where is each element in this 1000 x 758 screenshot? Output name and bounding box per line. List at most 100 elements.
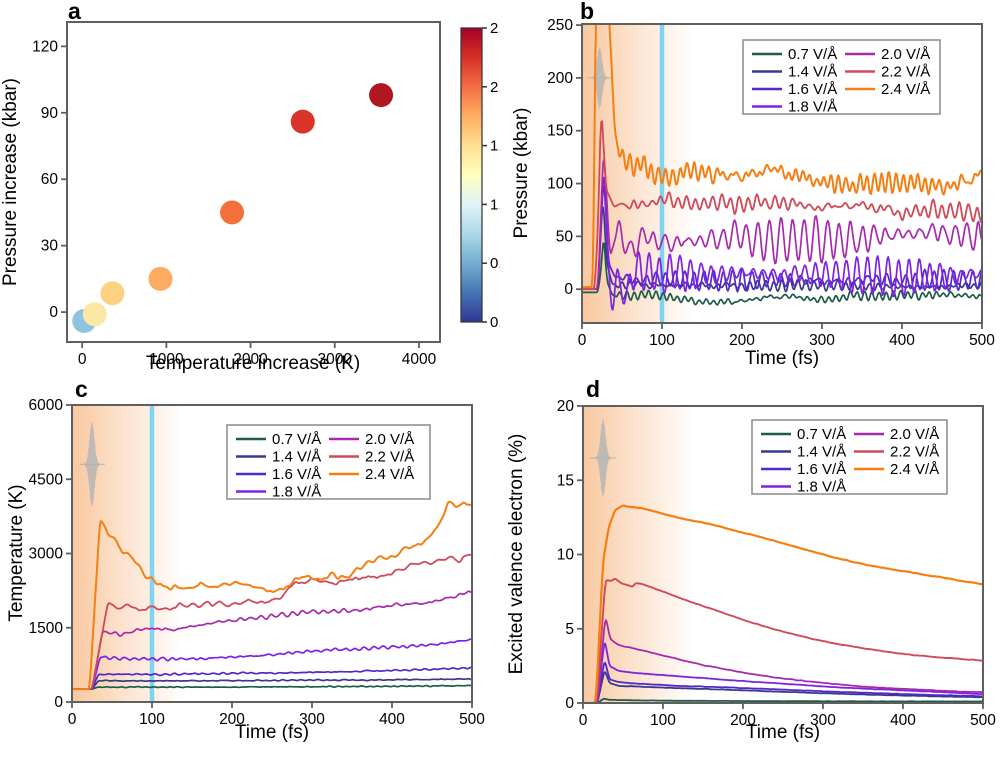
panel-a-scatter-chart: 0 1000 2000 3000 4000 0 30 60 90 120 Temperature i… [0,20,500,374]
y-tick-label: 15 [557,472,574,489]
legend-box [226,424,431,500]
x-axis-label: Time (fs) [235,722,309,743]
legend-label: 1.4 V/Å [797,444,846,461]
series-line-2.2 [582,120,982,291]
x-tick-label: 100 [649,332,675,349]
y-tick-label: 250 [547,17,573,34]
legend-label: 2.4 V/Å [890,461,939,478]
series-line-0.7 [72,684,472,690]
y-tick-label: 30 [41,238,59,255]
y-tick-label: 150 [547,123,573,140]
y-tick-label: 100 [547,176,573,193]
y-tick-label: 0 [49,304,58,321]
y-tick-label: 4500 [29,471,64,488]
x-tick-label: 0 [68,711,77,728]
y-tick-label: 10 [557,547,575,564]
x-tick-label: 0 [78,351,87,368]
x-tick-label: 500 [970,712,996,729]
colorbar-tick-label: 2.0 [490,79,500,96]
colorbar [460,27,483,323]
x-tick-label: 400 [889,332,915,349]
series-line-2.4 [72,500,472,691]
y-axis-label: Temperature (K) [6,484,27,621]
y-tick-label: 200 [547,70,573,87]
y-tick-label: 50 [556,228,574,245]
colorbar-tick-label: 1.0 [490,196,500,213]
x-tick-label: 3000 [318,351,353,368]
series-line-1.6 [583,661,983,703]
x-tick-label: 200 [730,712,756,729]
series-line-2.2 [72,553,472,690]
scatter-point-1.4VA [82,302,107,327]
y-tick-label: 120 [32,38,58,55]
x-tick-label: 300 [809,332,835,349]
legend-label: 2.4 V/Å [365,466,414,483]
legend-label: 0.7 V/Å [788,46,837,63]
x-tick-label: 500 [969,332,995,349]
panel-c-temperature-chart: 0 100 200 300 400 500 0 1500 3000 4500 6000 Time (f… [6,397,485,743]
y-tick-label: 6000 [29,397,64,414]
series-line-2.0 [582,158,982,291]
scatter-point-2VA [220,200,245,225]
series-line-2.4 [582,24,982,289]
x-tick-label: 1000 [149,351,184,368]
legend: 0.7 V/Å1.4 V/Å1.6 V/Å1.8 V/Å 2.0 V/Å2.2 V… [742,39,941,116]
legend: 0.7 V/Å1.4 V/Å1.6 V/Å1.8 V/Å 2.0 V/Å2.2 V… [226,424,431,501]
legend-label: 2.0 V/Å [881,46,930,63]
legend-label: 2.4 V/Å [881,81,930,98]
y-tick-label: 0 [565,695,574,712]
panel-letter-d: d [586,376,601,402]
y-tick-label: 0 [54,694,63,711]
y-tick-label: 0 [564,281,573,298]
x-tick-label: 500 [459,711,485,728]
x-tick-label: 100 [139,711,165,728]
x-tick-label: 200 [219,711,245,728]
series-line-1.8 [582,176,982,311]
legend-label: 1.4 V/Å [272,449,321,466]
y-tick-label: 1500 [29,620,64,637]
scatter-point-2.4VA [369,83,394,108]
x-tick-label: 300 [299,711,325,728]
legend-box [742,39,941,115]
series-line-1.8 [583,642,983,703]
plot-frame [581,23,983,324]
series-line-1.4 [583,671,983,703]
y-tick-label: 5 [565,621,574,638]
panel-letter-c: c [75,376,88,402]
panel-letter-b: b [580,0,595,24]
legend-box [751,419,948,495]
y-axis-label: Pressure increase (kbar) [0,78,21,286]
x-axis-label: Time (fs) [745,348,819,369]
y-tick-label: 60 [41,171,59,188]
legend-label: 1.6 V/Å [272,466,321,483]
panel-b-pressure-chart: 0 100 200 300 400 500 0 50 100 150 200 250 Time (fs)… [511,17,995,369]
x-tick-label: 2000 [233,351,268,368]
series-line-2.0 [583,619,983,703]
y-tick-label: 3000 [29,546,64,563]
colorbar-tick-label: 0.5 [490,255,500,272]
scatter-point-1.8VA [148,266,173,291]
series-line-1.8 [72,638,472,690]
colorbar-tick-label: 1.5 [490,138,500,155]
scatter-point-2.2VA [290,109,315,134]
series-line-1.4 [72,677,472,690]
scatter-point-1.6VA [100,281,125,306]
legend-label: 1.6 V/Å [797,461,846,478]
series-line-0.7 [583,697,983,703]
legend-label: 1.8 V/Å [272,484,321,501]
laser-pulse-icon [79,422,105,507]
legend-label: 2.2 V/Å [365,449,414,466]
panel-d-excitation-chart: 0 100 200 300 400 500 0 5 10 15 20 Time (fs) Excited… [506,398,996,743]
legend-label: 1.6 V/Å [788,81,837,98]
legend-label: 2.2 V/Å [881,64,930,81]
panel-letter-a: a [68,0,81,24]
colorbar-tick-label: 2.5 [490,20,500,37]
legend-label: 1.8 V/Å [797,479,846,496]
x-tick-label: 4000 [402,351,437,368]
plot-frame [66,21,441,343]
series-line-2.2 [583,577,983,703]
legend: 0.7 V/Å1.4 V/Å1.6 V/Å1.8 V/Å 2.0 V/Å2.2 V… [751,419,948,496]
legend-label: 1.4 V/Å [788,64,837,81]
legend-label: 0.7 V/Å [797,426,846,443]
